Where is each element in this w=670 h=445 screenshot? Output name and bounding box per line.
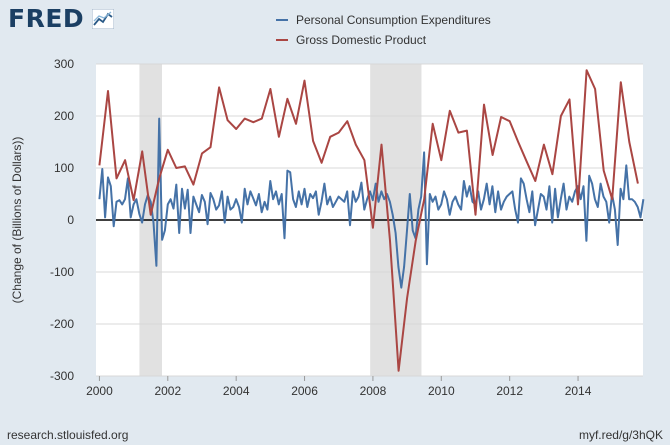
y-tick-label: -300 (50, 369, 74, 383)
chart-legend: Personal Consumption Expenditures Gross … (276, 10, 491, 50)
x-tick-label: 2014 (565, 384, 592, 398)
fred-chart-logo-icon (92, 9, 114, 29)
y-tick-label: 100 (54, 161, 74, 175)
x-tick-label: 2008 (360, 384, 387, 398)
y-tick-label: 200 (54, 109, 74, 123)
legend-swatch-gdp (276, 39, 288, 41)
x-tick-label: 2004 (223, 384, 250, 398)
y-tick-label: 300 (54, 57, 74, 71)
legend-label-pce: Personal Consumption Expenditures (296, 13, 491, 27)
series-line-pce (98, 117, 645, 289)
short-link[interactable]: myf.red/g/3hQK (578, 428, 663, 442)
legend-item-pce[interactable]: Personal Consumption Expenditures (276, 10, 491, 30)
x-tick-label: 2002 (154, 384, 181, 398)
x-tick-label: 2006 (291, 384, 318, 398)
legend-label-gdp: Gross Domestic Product (296, 33, 427, 47)
y-tick-label: -200 (50, 317, 74, 331)
series-line-gdp (98, 69, 639, 372)
x-tick-label: 2010 (428, 384, 455, 398)
legend-swatch-pce (276, 19, 288, 21)
legend-item-gdp[interactable]: Gross Domestic Product (276, 30, 491, 50)
x-tick-label: 2012 (496, 384, 523, 398)
x-tick-label: 2000 (86, 384, 113, 398)
source-link[interactable]: research.stlouisfed.org (7, 428, 129, 442)
fred-logo[interactable]: FRED (8, 4, 85, 33)
y-tick-label: -100 (50, 265, 74, 279)
y-tick-label: 0 (67, 213, 74, 227)
